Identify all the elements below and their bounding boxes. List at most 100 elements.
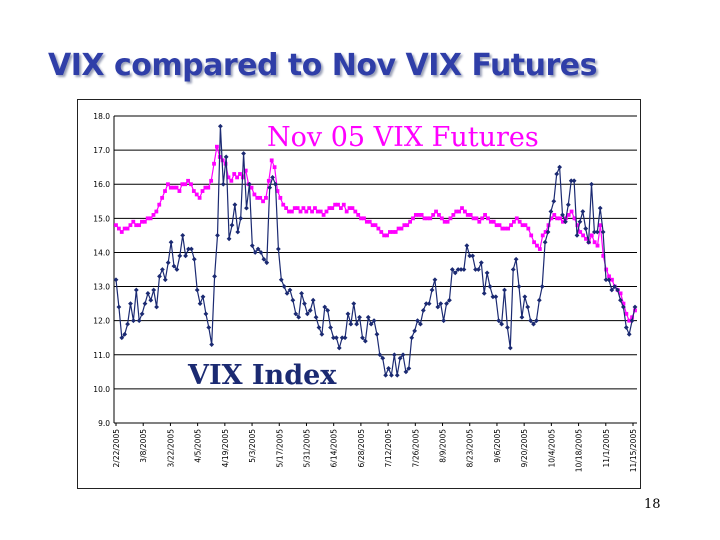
vix-index-point xyxy=(545,229,551,235)
vix-index-point xyxy=(304,311,310,317)
nov-futures-point xyxy=(601,253,606,258)
nov-futures-series xyxy=(114,144,637,323)
nov-futures-point xyxy=(630,315,635,320)
nov-futures-point xyxy=(336,202,340,207)
nov-futures-point xyxy=(197,195,202,200)
y-tick-label: 18.0 xyxy=(93,112,110,121)
nov-futures-point xyxy=(465,213,470,217)
vix-index-point xyxy=(316,325,322,330)
nov-futures-point xyxy=(633,308,637,313)
nov-futures-point xyxy=(145,216,150,221)
vix-index-point xyxy=(563,219,568,225)
vix-index-point xyxy=(386,366,391,371)
nov-futures-point xyxy=(483,213,487,217)
nov-futures-point xyxy=(589,233,594,238)
nov-futures-point xyxy=(212,161,216,166)
nov-futures-point xyxy=(558,216,562,221)
x-tick-label: 5/31/2005 xyxy=(302,429,311,468)
nov-futures-point xyxy=(148,216,153,221)
vix-index-point xyxy=(594,229,600,235)
nov-futures-point xyxy=(390,230,395,234)
nov-futures-point xyxy=(451,213,456,217)
x-tick-label: 8/9/2005 xyxy=(439,429,448,463)
vix-series-label: VIX Index xyxy=(187,360,337,391)
nov-futures-point xyxy=(552,213,557,217)
vix-index-point xyxy=(133,287,139,293)
nov-futures-point xyxy=(191,189,196,193)
vix-index-point xyxy=(597,205,603,211)
vix-index-point xyxy=(403,369,409,375)
nov-futures-point xyxy=(512,219,516,224)
vix-index-point xyxy=(171,263,177,269)
nov-futures-point xyxy=(598,223,603,228)
nov-futures-point xyxy=(359,216,363,221)
nov-futures-point xyxy=(413,213,418,217)
vix-index-point xyxy=(429,287,435,293)
chart-axes xyxy=(113,116,637,424)
vix-index-point xyxy=(502,287,507,293)
vix-index-point xyxy=(145,290,151,296)
vix-index-point xyxy=(568,178,574,184)
vix-index-point xyxy=(418,321,423,327)
slide-title: VIX compared to Nov VIX Futures xyxy=(48,48,598,83)
vix-index-point xyxy=(142,301,148,307)
vix-index-point xyxy=(287,287,293,293)
nov-futures-point xyxy=(264,195,268,200)
vix-index-point xyxy=(534,318,539,324)
nov-futures-point xyxy=(362,216,366,221)
nov-futures-point xyxy=(307,206,312,210)
nov-futures-point xyxy=(295,206,300,210)
vix-index-point xyxy=(252,250,258,255)
vix-index-point xyxy=(212,273,217,279)
nov-futures-point xyxy=(347,206,352,210)
vix-index-point xyxy=(267,185,273,191)
vix-index-point xyxy=(539,284,545,289)
nov-futures-point xyxy=(209,178,214,183)
nov-futures-point xyxy=(457,209,462,214)
nov-futures-point xyxy=(540,233,545,238)
vix-index-point xyxy=(589,181,594,187)
nov-futures-point xyxy=(506,226,511,231)
vix-index-point xyxy=(435,304,441,310)
y-axis-tick-labels: 9.0 10.0 11.0 12.0 13.0 14.0 15.0 16.0 17.0 18.0 xyxy=(93,112,110,428)
nov-futures-point xyxy=(114,223,118,228)
nov-futures-point xyxy=(569,209,574,214)
vix-index-point xyxy=(351,301,357,307)
nov-futures-point xyxy=(350,206,355,210)
vix-index-point xyxy=(461,267,467,272)
vix-index-point xyxy=(493,294,499,300)
vix-index-point xyxy=(557,164,563,170)
vix-index-point xyxy=(273,181,278,187)
vix-index-point xyxy=(348,321,354,327)
nov-futures-point xyxy=(373,223,378,228)
nov-futures-point xyxy=(448,216,453,221)
vix-index-point xyxy=(615,287,621,293)
nov-futures-point xyxy=(439,216,444,221)
vix-index-point xyxy=(246,181,252,187)
nov-futures-point xyxy=(434,209,438,214)
vix-index-point xyxy=(583,226,589,231)
nov-futures-point xyxy=(566,213,571,217)
nov-futures-point xyxy=(422,216,427,221)
vix-index-point xyxy=(510,267,516,272)
vix-index-point xyxy=(409,335,415,341)
nov-futures-point xyxy=(416,213,421,217)
vix-index-series xyxy=(113,123,638,378)
vix-index-point xyxy=(119,335,125,341)
nov-futures-point xyxy=(183,182,188,187)
vix-index-point xyxy=(441,318,447,324)
vix-index-point xyxy=(415,318,420,324)
nov-futures-point xyxy=(460,206,464,210)
nov-futures-point xyxy=(229,178,234,183)
vix-index-point xyxy=(470,253,476,259)
vix-index-point xyxy=(203,311,209,317)
x-tick-label: 5/17/2005 xyxy=(275,429,284,468)
nov-futures-point xyxy=(310,209,314,214)
vix-index-point xyxy=(183,253,188,259)
vix-index-point xyxy=(313,314,319,320)
nov-futures-point xyxy=(125,226,130,231)
vix-index-point xyxy=(278,277,284,283)
nov-futures-point xyxy=(388,230,392,234)
vix-index-point xyxy=(632,304,638,310)
nov-futures-point xyxy=(555,216,560,221)
